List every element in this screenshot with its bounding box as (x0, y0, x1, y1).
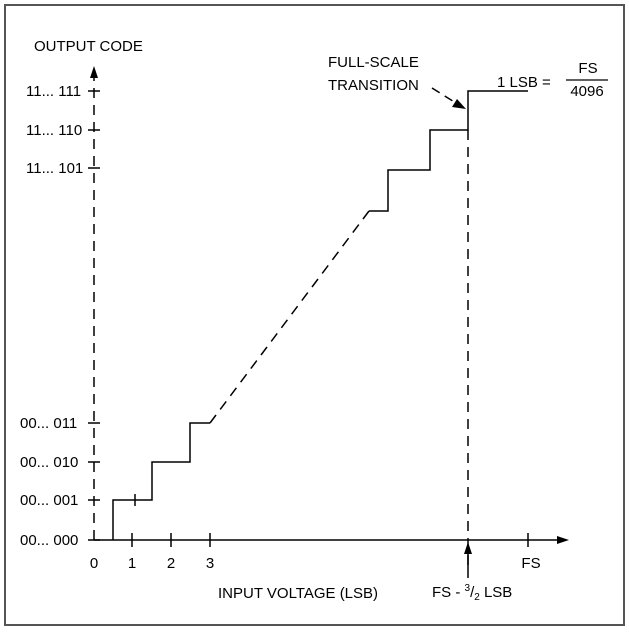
fs-marker-arrow-head (464, 542, 472, 554)
y-code-label: 11... 111 (26, 83, 81, 100)
y-code-label: 11... 110 (26, 122, 82, 139)
x-tick-label: 0 (90, 555, 98, 572)
fs-marker-numerator: 3 (465, 583, 471, 594)
transfer-midrange-dashed (209, 210, 370, 424)
full-scale-label-line2: TRANSITION (328, 77, 419, 94)
y-axis-arrow (90, 66, 98, 78)
x-axis-title: INPUT VOLTAGE (LSB) (218, 585, 378, 602)
fs-marker-label: FS - 3/2 LSB (432, 583, 512, 603)
fs-marker-suffix: LSB (480, 584, 513, 601)
fs-marker-prefix: FS - (432, 584, 465, 601)
fs-marker-slash: / (470, 584, 475, 601)
lsb-numerator: FS (578, 60, 597, 77)
x-tick-label: FS (521, 555, 540, 572)
full-scale-leader-arrow (452, 99, 466, 109)
transfer-staircase-lower (112, 422, 210, 540)
full-scale-leader (431, 87, 457, 104)
figure-frame (4, 4, 625, 626)
y-code-label: 00... 010 (20, 454, 78, 471)
x-tick-label: 3 (206, 555, 214, 572)
y-code-label: 00... 001 (20, 492, 78, 509)
y-code-label: 00... 000 (20, 532, 78, 549)
y-tick-marks (88, 90, 100, 541)
y-code-label: 11... 101 (26, 160, 83, 177)
full-scale-label-line1: FULL-SCALE (328, 54, 419, 71)
y-code-label: 00... 011 (20, 415, 77, 432)
transfer-staircase-upper (369, 90, 528, 212)
x-tick-label: 1 (128, 555, 136, 572)
x-tick-label: 2 (167, 555, 175, 572)
lsb-equation-lhs: 1 LSB = (497, 74, 551, 91)
y-axis-title: OUTPUT CODE (34, 38, 143, 55)
fs-marker-denominator: 2 (474, 592, 480, 603)
x-axis-arrow (557, 536, 569, 544)
x-tick-marks (131, 533, 529, 547)
lsb-denominator: 4096 (570, 83, 603, 100)
